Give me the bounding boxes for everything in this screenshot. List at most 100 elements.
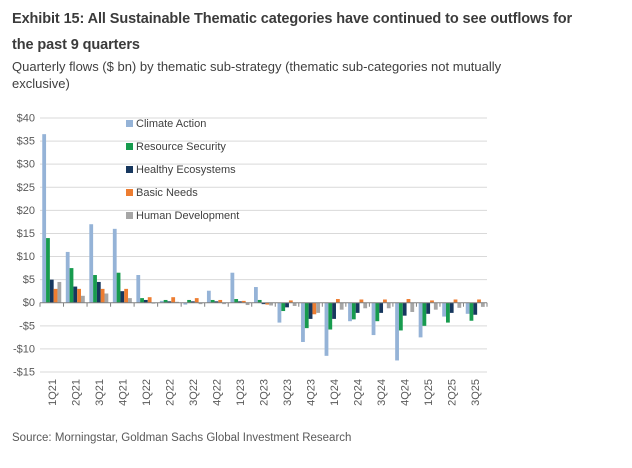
bar: [457, 302, 462, 308]
legend-swatch-icon: [126, 212, 133, 219]
x-tick-label: 1Q21: [47, 379, 59, 406]
legend-swatch-icon: [126, 166, 133, 173]
bar: [406, 299, 411, 303]
bar: [442, 302, 447, 317]
legend-swatch-icon: [126, 189, 133, 196]
bar: [80, 295, 85, 303]
x-tick-label: 4Q23: [306, 379, 318, 406]
bar: [140, 298, 144, 303]
bar: [383, 299, 387, 303]
x-axis-labels: 1Q21 2Q21 3Q21 4Q21 1Q22 2Q22 3Q22 4Q22 1Q23 2Q23…: [47, 379, 482, 406]
bar: [120, 291, 125, 303]
bar: [69, 268, 74, 303]
bar: [143, 299, 148, 303]
bar: [304, 302, 309, 329]
bar: [355, 302, 360, 313]
bar: [351, 302, 356, 320]
bar: [426, 302, 431, 314]
bar: [100, 288, 105, 303]
bar: [234, 299, 239, 303]
legend-item-resource-security: Resource Security: [126, 135, 239, 158]
bar: [57, 281, 62, 303]
bar: [198, 302, 203, 305]
exhibit-title: Exhibit 15: All Sustainable Thematic cat…: [12, 11, 573, 53]
bar: [410, 302, 415, 312]
bar: [191, 301, 195, 303]
bar: [316, 302, 321, 313]
bar: [446, 302, 450, 323]
bar: [214, 301, 219, 303]
x-tick-label: 2Q21: [70, 379, 82, 406]
bar: [433, 302, 438, 310]
bar: [46, 238, 50, 303]
chart-legend: Climate Action Resource Security Healthy E…: [126, 112, 239, 227]
bar: [222, 302, 226, 305]
bar: [363, 302, 368, 309]
x-tick-label: 2Q23: [259, 379, 271, 406]
bar: [301, 302, 305, 342]
y-tick-label: $35: [17, 136, 35, 148]
bar: [73, 286, 78, 303]
bar: [480, 302, 485, 307]
bar: [359, 299, 364, 303]
bar: [53, 288, 58, 303]
bar: [183, 302, 188, 305]
bar: [206, 290, 211, 303]
x-tick-label: 3Q24: [376, 379, 388, 406]
bar: [430, 300, 434, 303]
bar: [49, 279, 54, 303]
bar: [238, 301, 242, 303]
bar: [163, 299, 168, 303]
bar: [288, 300, 293, 303]
series-resource-security: [46, 238, 474, 331]
bar: [418, 302, 423, 338]
bar: [477, 299, 481, 303]
bar: [171, 297, 176, 303]
bar: [339, 302, 344, 310]
bar: [147, 297, 152, 303]
bar: [422, 302, 427, 326]
exhibit-subtitle: Quarterly flows ($ bn) by thematic sub-s…: [12, 59, 502, 91]
bar: [465, 302, 470, 314]
bar: [453, 299, 458, 303]
legend-swatch-icon: [126, 120, 133, 127]
bar: [292, 302, 297, 306]
bar: [335, 299, 340, 303]
bar: [96, 281, 101, 303]
legend-item-climate-action: Climate Action: [126, 112, 239, 135]
y-tick-label: $25: [17, 182, 35, 194]
bar: [269, 302, 273, 306]
bar: [65, 251, 70, 303]
legend-item-human-development: Human Development: [126, 204, 239, 227]
y-tick-label: $40: [17, 113, 35, 125]
y-tick-label: $20: [17, 205, 35, 217]
x-tick-label: 1Q23: [235, 379, 247, 406]
bar: [136, 275, 141, 303]
x-tick-label: 4Q21: [117, 379, 129, 406]
bar: [328, 302, 333, 330]
bar: [89, 224, 94, 303]
y-tick-label: $5: [23, 274, 35, 286]
bar: [473, 302, 478, 315]
bar: [210, 299, 215, 303]
legend-label: Basic Needs: [136, 186, 198, 199]
legend-item-healthy-ecosystems: Healthy Ecosystems: [126, 158, 239, 181]
series-healthy-ecosystems: [49, 279, 478, 319]
bar: [245, 302, 250, 306]
y-tick-label: $0: [23, 297, 35, 309]
bar: [167, 301, 172, 303]
y-tick-label: -$10: [13, 343, 35, 355]
bar: [375, 302, 380, 322]
y-tick-label: $10: [17, 251, 35, 263]
bar: [281, 302, 286, 312]
source-note: Source: Morningstar, Goldman Sachs Globa…: [12, 432, 352, 444]
x-tick-label: 3Q21: [94, 379, 106, 406]
bar: [124, 288, 129, 303]
bar: [116, 272, 121, 303]
x-tick-label: 4Q24: [400, 379, 412, 406]
bar: [371, 302, 376, 336]
zero-axis: [39, 302, 488, 307]
x-tick-label: 3Q22: [188, 379, 200, 406]
